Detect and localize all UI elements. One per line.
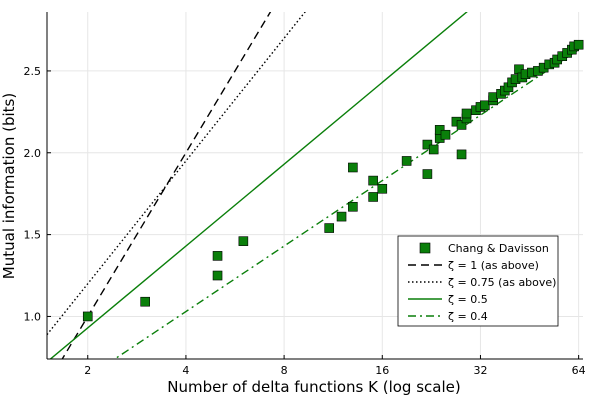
legend: Chang & Davisson ζ = 1 (as above) ζ = 0.75… — [397, 235, 559, 327]
axes: 2 4 8 16 32 64 1.0 1.5 2.0 2.5 — [24, 12, 586, 377]
data-point — [238, 236, 249, 246]
data-point — [456, 149, 467, 160]
x-tick-label: 16 — [375, 364, 389, 377]
x-tick-label: 2 — [84, 364, 91, 377]
legend-marker-scatter — [419, 242, 431, 254]
data-point — [336, 211, 347, 222]
data-point — [401, 156, 412, 166]
legend-label: Chang & Davisson — [448, 242, 549, 255]
legend-label: ζ = 0.4 — [448, 310, 488, 323]
data-point — [368, 192, 378, 202]
data-point — [324, 223, 335, 233]
data-point — [212, 270, 223, 281]
legend-label: ζ = 0.5 — [448, 293, 488, 306]
data-point — [422, 139, 433, 150]
data-point — [377, 183, 388, 194]
data-point — [434, 125, 445, 135]
data-point — [140, 296, 150, 307]
model-lines — [47, 12, 583, 359]
x-tick-label: 8 — [281, 364, 288, 377]
x-tick-label: 4 — [182, 364, 189, 377]
data-point — [461, 108, 472, 119]
data-point — [82, 311, 93, 322]
legend-label: ζ = 0.75 (as above) — [448, 276, 556, 289]
data-point — [422, 169, 433, 179]
data-point — [368, 175, 378, 186]
data-points — [82, 39, 584, 322]
data-point — [428, 144, 439, 155]
legend-label: ζ = 1 (as above) — [448, 259, 539, 272]
y-axis-title: Mutual information (bits) — [0, 93, 18, 279]
data-point — [456, 120, 467, 130]
y-tick-label: 1.0 — [24, 310, 42, 323]
x-axis-title: Number of delta functions K (log scale) — [167, 378, 460, 396]
x-tick-label: 32 — [473, 364, 487, 377]
y-tick-label: 2.5 — [24, 65, 42, 78]
model-line-zeta-1 — [61, 12, 272, 359]
y-tick-label: 2.0 — [24, 147, 42, 160]
grid — [47, 12, 583, 359]
data-point — [212, 251, 223, 261]
data-point — [573, 39, 584, 50]
y-tick-label: 1.5 — [24, 229, 42, 242]
x-tick-label: 64 — [572, 364, 586, 377]
data-point — [480, 100, 490, 111]
data-point — [348, 162, 358, 173]
model-line-zeta-0_5 — [49, 12, 468, 359]
data-point — [348, 201, 358, 212]
data-point — [440, 129, 451, 140]
